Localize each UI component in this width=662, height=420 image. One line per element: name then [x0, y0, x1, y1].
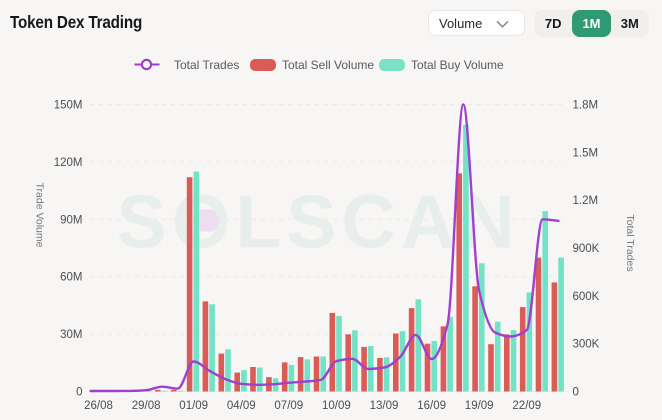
- svg-text:600K: 600K: [573, 291, 600, 303]
- svg-text:Trade Volume: Trade Volume: [34, 183, 46, 248]
- svg-text:16/09: 16/09: [417, 400, 446, 412]
- svg-text:13/09: 13/09: [370, 400, 399, 412]
- svg-text:26/08: 26/08: [84, 400, 113, 412]
- svg-text:150M: 150M: [54, 100, 83, 112]
- svg-text:10/09: 10/09: [322, 400, 351, 412]
- svg-text:1.8M: 1.8M: [573, 100, 599, 112]
- svg-text:04/09: 04/09: [227, 400, 256, 412]
- svg-text:0: 0: [76, 387, 82, 399]
- svg-text:01/09: 01/09: [179, 400, 208, 412]
- svg-text:60M: 60M: [60, 272, 82, 284]
- svg-text:1.2M: 1.2M: [573, 195, 599, 207]
- svg-text:30M: 30M: [60, 329, 82, 341]
- svg-text:900K: 900K: [573, 243, 600, 255]
- svg-text:22/09: 22/09: [512, 400, 541, 412]
- svg-text:07/09: 07/09: [274, 400, 303, 412]
- svg-text:SOLSCAN: SOLSCAN: [117, 180, 520, 264]
- svg-text:90M: 90M: [60, 214, 82, 226]
- svg-text:19/09: 19/09: [465, 400, 494, 412]
- svg-text:300K: 300K: [573, 339, 600, 351]
- svg-text:1.5M: 1.5M: [573, 147, 599, 159]
- svg-text:120M: 120M: [54, 157, 83, 169]
- svg-text:Total Trades: Total Trades: [624, 214, 636, 271]
- svg-text:29/08: 29/08: [132, 400, 161, 412]
- svg-text:0: 0: [573, 387, 579, 399]
